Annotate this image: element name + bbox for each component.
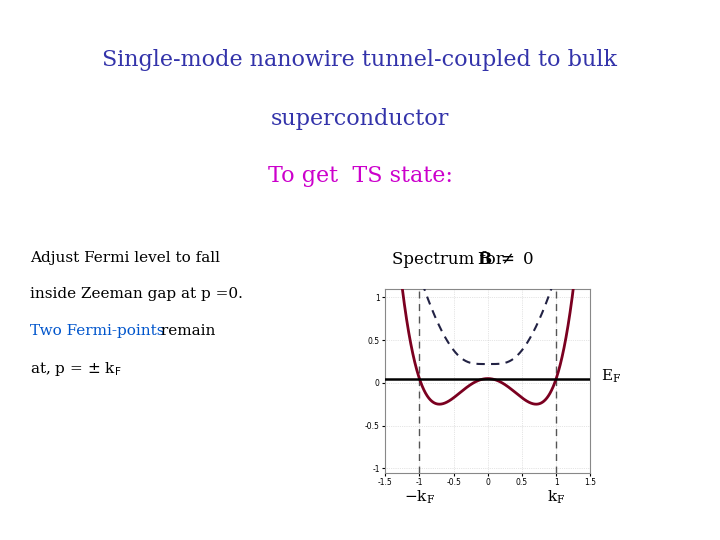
- Text: $\neq$ 0: $\neq$ 0: [492, 251, 534, 268]
- Text: To get  TS state:: To get TS state:: [268, 165, 452, 187]
- Text: $-$k$_\mathregular{F}$: $-$k$_\mathregular{F}$: [404, 489, 436, 507]
- Text: B: B: [477, 251, 492, 268]
- Text: Adjust Fermi level to fall: Adjust Fermi level to fall: [30, 251, 220, 265]
- Text: inside Zeeman gap at p =0.: inside Zeeman gap at p =0.: [30, 287, 243, 301]
- Text: Spectrum for: Spectrum for: [392, 251, 510, 268]
- Text: Two Fermi-points: Two Fermi-points: [30, 324, 165, 338]
- Text: at, p = $\pm$ k$_\mathrm{F}$: at, p = $\pm$ k$_\mathrm{F}$: [30, 360, 122, 377]
- Text: k$_\mathregular{F}$: k$_\mathregular{F}$: [547, 489, 566, 507]
- Text: Single-mode nanowire tunnel-coupled to bulk: Single-mode nanowire tunnel-coupled to b…: [102, 49, 618, 71]
- Text: remain: remain: [156, 324, 215, 338]
- Text: E$_\mathregular{F}$: E$_\mathregular{F}$: [601, 367, 621, 384]
- Text: superconductor: superconductor: [271, 108, 449, 130]
